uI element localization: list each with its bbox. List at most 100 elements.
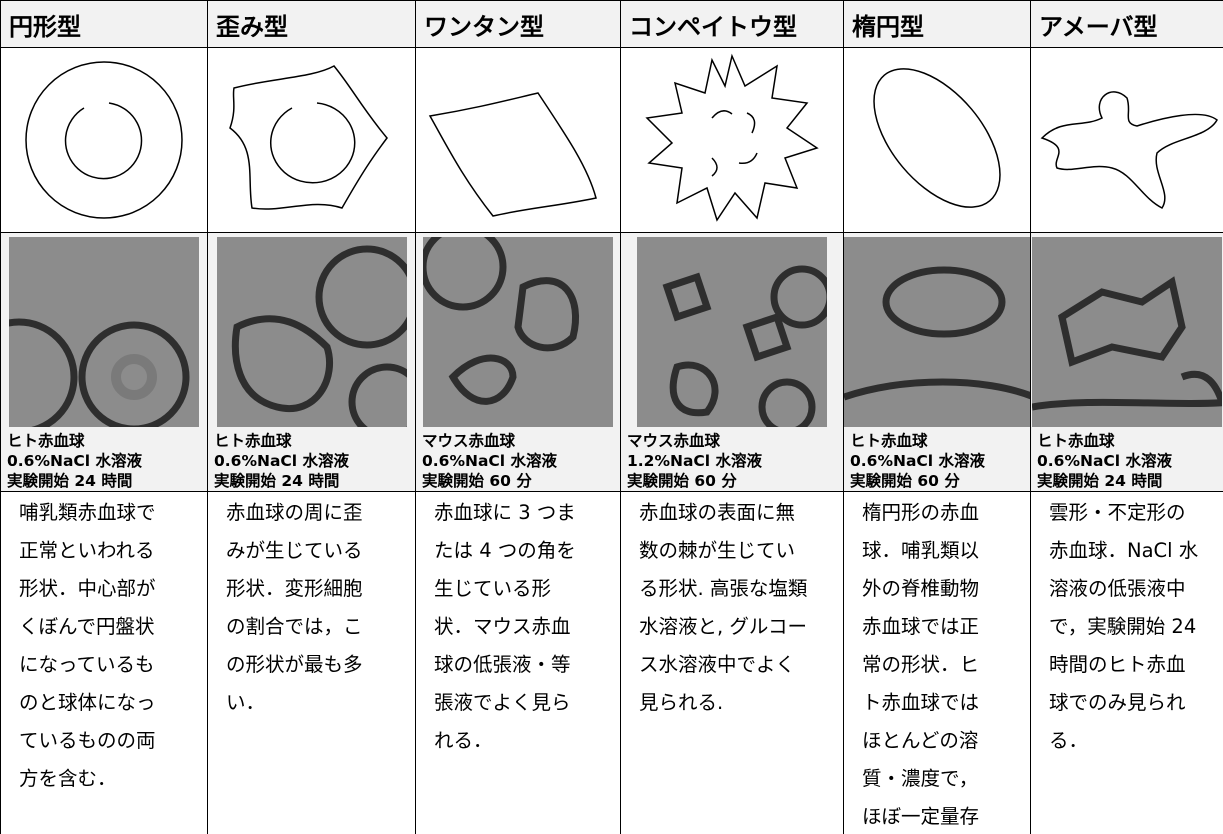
description-line: のと球体になっ xyxy=(19,691,156,714)
description-line: 正常といわれる xyxy=(19,539,155,562)
caption-line: 0.6%NaCl 水溶液 xyxy=(850,452,986,470)
micrograph xyxy=(216,237,407,427)
description-line: 赤血球に 3 つま xyxy=(434,501,576,524)
caption-line: 実験開始 24 時間 xyxy=(1037,472,1163,490)
photo-row: ヒト赤血球 0.6%NaCl 水溶液 実験開始 24 時間 ヒト赤血球 0.6%NaCl… xyxy=(0,232,1223,492)
description-line: 球の低張液・等 xyxy=(434,653,571,676)
description-line: 楕円形の赤血 xyxy=(862,501,980,524)
description-cell: 赤血球の表面に無 数の棘が生じてい る形状. 高張な塩類 水溶液と, グルコー ス水溶液… xyxy=(620,491,844,834)
photo-cell: ヒト赤血球 0.6%NaCl 水溶液 実験開始 24 時間 xyxy=(207,232,416,492)
description-line: ほぼ一定量存 xyxy=(862,805,980,828)
description-line: い． xyxy=(226,691,266,714)
photo-cell: マウス赤血球 0.6%NaCl 水溶液 実験開始 60 分 xyxy=(415,232,621,492)
photo-cell: ヒト赤血球 0.6%NaCl 水溶液 実験開始 24 時間 xyxy=(1030,232,1223,492)
description-line: 水溶液と, グルコー xyxy=(639,615,808,638)
description-line: の形状が最も多 xyxy=(226,653,363,676)
description-line: る． xyxy=(1049,729,1089,752)
drawing-row xyxy=(0,47,1223,233)
caption: ヒト赤血球 0.6%NaCl 水溶液 実験開始 60 分 xyxy=(845,427,1030,491)
drawing-cell xyxy=(415,47,621,233)
column-header: 円形型 xyxy=(0,0,208,48)
description-line: 赤血球の周に歪 xyxy=(226,501,363,524)
caption: ヒト赤血球 0.6%NaCl 水溶液 実験開始 24 時間 xyxy=(2,427,207,491)
column-header: コンペイトウ型 xyxy=(620,0,844,48)
description-line: れる． xyxy=(434,729,493,752)
description-line: る形状. 高張な塩類 xyxy=(639,577,808,600)
drawing xyxy=(1040,91,1218,209)
caption-line: 0.6%NaCl 水溶液 xyxy=(7,452,143,470)
caption-line: 実験開始 24 時間 xyxy=(214,472,340,490)
caption-line: 実験開始 60 分 xyxy=(627,472,737,490)
drawing-cell xyxy=(843,47,1031,233)
description-line: 赤血球．NaCl 水 xyxy=(1049,539,1199,562)
description-line: になっているも xyxy=(19,653,155,676)
description-line: 数の棘が生じてい xyxy=(639,539,796,562)
description-line: 常の形状．ヒ xyxy=(862,653,980,676)
description-line: 方を含む． xyxy=(19,767,117,790)
description-line: の割合では，こ xyxy=(226,615,363,638)
description-line: 質・濃度で， xyxy=(862,767,979,790)
drawing-cell xyxy=(620,47,844,233)
drawing xyxy=(645,53,819,222)
micrograph xyxy=(423,237,613,427)
column-header: 楕円型 xyxy=(843,0,1031,48)
micrograph xyxy=(1032,237,1222,427)
caption-line: ヒト赤血球 xyxy=(1037,432,1115,450)
description-line: 見られる. xyxy=(639,691,724,714)
description-line: 形状．変形細胞 xyxy=(226,577,363,600)
drawing-cell xyxy=(1030,47,1223,233)
header-row: 円形型 歪み型 ワンタン型 コンペイトウ型 楕円型 アメーバ型 xyxy=(0,0,1223,48)
caption-line: 実験開始 24 時間 xyxy=(7,472,133,490)
description-cell: 赤血球の周に歪 みが生じている 形状．変形細胞 の割合では，こ の形状が最も多 い． xyxy=(207,491,416,834)
caption: ヒト赤血球 0.6%NaCl 水溶液 実験開始 24 時間 xyxy=(209,427,415,491)
description-line: 球．哺乳類以 xyxy=(862,539,980,562)
description-line: 哺乳類赤血球で xyxy=(19,501,156,524)
description-line: 赤血球の表面に無 xyxy=(639,501,796,524)
caption-line: ヒト赤血球 xyxy=(850,432,928,450)
description-line: ス水溶液中でよく xyxy=(639,653,796,676)
caption-line: マウス赤血球 xyxy=(627,432,721,450)
description-cell: 赤血球に 3 つま たは 4 つの角を 生じている形 状．マウス赤血 球の低張液・等 張液… xyxy=(415,491,621,834)
drawing xyxy=(228,65,388,210)
column-header: アメーバ型 xyxy=(1030,0,1223,48)
caption-line: 実験開始 60 分 xyxy=(850,472,960,490)
description-line: 雲形・不定形の xyxy=(1049,501,1186,524)
description-line: 赤血球では正 xyxy=(862,615,980,638)
description-line: たは 4 つの角を xyxy=(434,539,576,562)
description-line: 溶液の低張液中 xyxy=(1049,577,1186,600)
description-line: 時間のヒト赤血 xyxy=(1049,653,1186,676)
description-line: で，実験開始 24 xyxy=(1049,615,1197,638)
description-row: 哺乳類赤血球で 正常といわれる 形状．中心部が くぼんで円盤状 になっているも のと球体に… xyxy=(0,491,1223,834)
column-header: ワンタン型 xyxy=(415,0,621,48)
description-line: ト赤血球では xyxy=(862,691,980,714)
description-line: 球でのみ見られ xyxy=(1049,691,1186,714)
photo-cell: マウス赤血球 1.2%NaCl 水溶液 実験開始 60 分 xyxy=(620,232,844,492)
photo-cell: ヒト赤血球 0.6%NaCl 水溶液 実験開始 60 分 xyxy=(843,232,1031,492)
description-line: 状．マウス赤血 xyxy=(434,615,571,638)
description-line: みが生じている xyxy=(226,539,363,562)
description-line: ているものの両 xyxy=(19,729,156,752)
drawing xyxy=(25,61,183,219)
caption-line: ヒト赤血球 xyxy=(7,432,85,450)
micrograph xyxy=(844,237,1030,427)
caption-line: 1.2%NaCl 水溶液 xyxy=(627,452,763,470)
description-cell: 哺乳類赤血球で 正常といわれる 形状．中心部が くぼんで円盤状 になっているも のと球体に… xyxy=(0,491,208,834)
description-cell: 雲形・不定形の 赤血球．NaCl 水溶液の低張液中 で，実験開始 24 時間のヒト赤血… xyxy=(1030,491,1223,834)
drawing-cell xyxy=(207,47,416,233)
caption-line: 0.6%NaCl 水溶液 xyxy=(422,452,558,470)
description-line: 生じている形 xyxy=(434,577,552,600)
drawing xyxy=(428,92,597,217)
caption-line: 実験開始 60 分 xyxy=(422,472,532,490)
description-cell: 楕円形の赤血 球．哺乳類以 外の脊椎動物 赤血球では正 常の形状．ヒ ト赤血球では ほとんど… xyxy=(843,491,1031,834)
description-line: くぼんで円盤状 xyxy=(19,615,155,638)
caption: マウス赤血球 0.6%NaCl 水溶液 実験開始 60 分 xyxy=(417,427,620,491)
micrograph xyxy=(637,237,827,427)
description-line: 外の脊椎動物 xyxy=(862,577,980,600)
caption-line: 0.6%NaCl 水溶液 xyxy=(1037,452,1173,470)
description-line: ほとんどの溶 xyxy=(862,729,979,752)
caption-line: 0.6%NaCl 水溶液 xyxy=(214,452,350,470)
description-line: 張液でよく見ら xyxy=(434,691,571,714)
description-line: 形状．中心部が xyxy=(19,577,156,600)
